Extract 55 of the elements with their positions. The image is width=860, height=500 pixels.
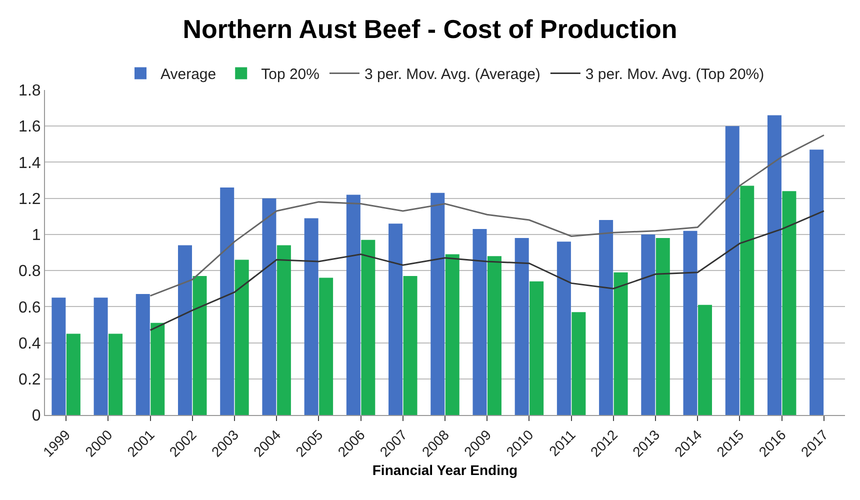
y-tick-label: 0.8: [18, 263, 41, 280]
line-series: [150, 210, 825, 331]
bar: [487, 256, 502, 415]
bar: [472, 229, 487, 415]
bar: [66, 334, 80, 415]
y-tick-label: 0.6: [18, 299, 41, 316]
bar: [599, 220, 614, 415]
bar: [276, 245, 291, 415]
bar: [192, 276, 207, 415]
bar: [234, 260, 249, 415]
bar: [725, 126, 740, 415]
bar: [108, 334, 123, 415]
y-tick-label: 1.2: [18, 190, 41, 208]
bar: [740, 186, 754, 415]
line-series: [150, 134, 825, 297]
bar: [556, 242, 571, 415]
y-tick-label: 1.4: [18, 154, 41, 172]
legend-label: Average: [160, 66, 216, 84]
y-tick-label: 1.6: [18, 118, 41, 136]
bar: [514, 238, 529, 415]
legend-label: Top 20%: [261, 66, 320, 84]
bar: [304, 218, 318, 415]
bar: [530, 281, 544, 415]
bar: [445, 254, 460, 415]
bar: [150, 322, 165, 415]
bar: [641, 234, 656, 415]
bar: [52, 298, 66, 415]
x-axis-title: Financial Year Ending: [372, 462, 518, 478]
bar: [698, 304, 712, 415]
y-tick-label: 1: [32, 227, 41, 244]
bar: [656, 238, 670, 415]
bar: [430, 192, 445, 415]
bar: [403, 276, 418, 415]
bar: [767, 115, 782, 415]
y-tick-label: 0.2: [18, 371, 41, 388]
bar: [220, 188, 234, 415]
bar: [614, 272, 628, 415]
bar: [388, 224, 403, 415]
bar: [361, 240, 376, 415]
bar: [94, 298, 108, 415]
legend-label: 3 per. Mov. Avg. (Top 20%): [585, 66, 764, 84]
bar: [136, 294, 150, 415]
bar: [178, 245, 192, 415]
bar: [572, 312, 586, 415]
bar: [262, 198, 276, 415]
bar: [683, 230, 698, 415]
bar: [810, 150, 824, 415]
chart-title: Northern Aust Beef - Cost of Production: [182, 14, 678, 44]
legend-label: 3 per. Mov. Avg. (Average): [364, 66, 540, 84]
bar: [319, 278, 334, 415]
y-tick-label: 1.8: [18, 82, 41, 100]
y-tick-label: 0: [32, 408, 41, 425]
bar: [346, 194, 360, 415]
y-tick-label: 0.4: [18, 335, 41, 352]
bar: [782, 191, 796, 415]
